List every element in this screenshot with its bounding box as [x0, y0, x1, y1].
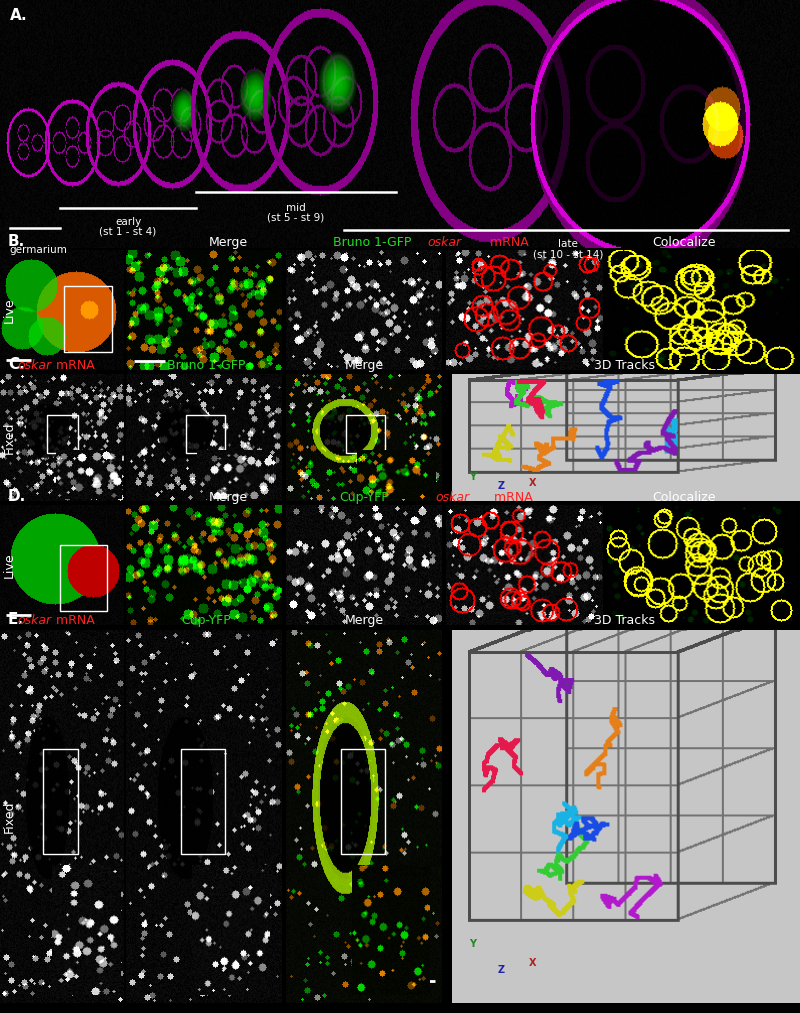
- Text: Bruno 1-GFP: Bruno 1-GFP: [167, 359, 246, 372]
- Text: Merge: Merge: [345, 614, 383, 627]
- Text: Cup-YFP: Cup-YFP: [339, 491, 389, 504]
- Text: oskar: oskar: [18, 614, 52, 627]
- Text: Merge: Merge: [209, 236, 247, 249]
- Text: Y: Y: [470, 472, 476, 482]
- Text: Cup-YFP: Cup-YFP: [182, 614, 231, 627]
- Text: C.: C.: [8, 357, 25, 372]
- Bar: [181, 750, 225, 854]
- Text: mRNA: mRNA: [52, 614, 94, 627]
- Text: oskar: oskar: [427, 236, 461, 249]
- Text: Merge: Merge: [209, 491, 247, 504]
- Bar: [59, 545, 106, 611]
- Text: late: late: [558, 239, 578, 249]
- Text: early: early: [115, 217, 141, 227]
- Text: B.: B.: [8, 234, 26, 249]
- Text: Colocalize: Colocalize: [652, 236, 716, 249]
- Text: A.: A.: [10, 8, 27, 23]
- Text: mRNA: mRNA: [490, 491, 532, 504]
- Text: Colocalize: Colocalize: [652, 491, 716, 504]
- Text: (st 10 - st 14): (st 10 - st 14): [533, 249, 603, 259]
- Text: E.: E.: [8, 612, 24, 627]
- Text: Live: Live: [3, 297, 16, 323]
- Text: mid: mid: [286, 203, 306, 213]
- Text: (st 1 - st 4): (st 1 - st 4): [99, 227, 157, 237]
- Text: Merge: Merge: [345, 359, 383, 372]
- Text: Fixed: Fixed: [3, 800, 16, 833]
- Bar: [47, 414, 78, 453]
- Text: X: X: [529, 478, 536, 488]
- Text: 3D Tracks: 3D Tracks: [594, 359, 654, 372]
- Bar: [346, 414, 385, 453]
- Bar: [341, 750, 385, 854]
- Text: Fixed: Fixed: [3, 421, 16, 454]
- Text: Y: Y: [470, 939, 476, 949]
- Text: 3D Tracks: 3D Tracks: [594, 614, 654, 627]
- Text: Bruno 1-GFP: Bruno 1-GFP: [333, 236, 411, 249]
- Text: Z: Z: [498, 965, 504, 976]
- Text: Live: Live: [3, 552, 16, 578]
- Text: Z: Z: [498, 481, 504, 490]
- Text: D.: D.: [8, 489, 26, 504]
- Text: mRNA: mRNA: [486, 236, 529, 249]
- Text: (st 5 - st 9): (st 5 - st 9): [267, 213, 325, 223]
- Text: oskar: oskar: [18, 359, 52, 372]
- Bar: [65, 286, 111, 352]
- Text: germarium: germarium: [10, 245, 67, 255]
- Bar: [186, 414, 225, 453]
- Bar: [43, 750, 78, 854]
- Text: oskar: oskar: [435, 491, 469, 504]
- Text: X: X: [529, 957, 536, 967]
- Text: mRNA: mRNA: [52, 359, 94, 372]
